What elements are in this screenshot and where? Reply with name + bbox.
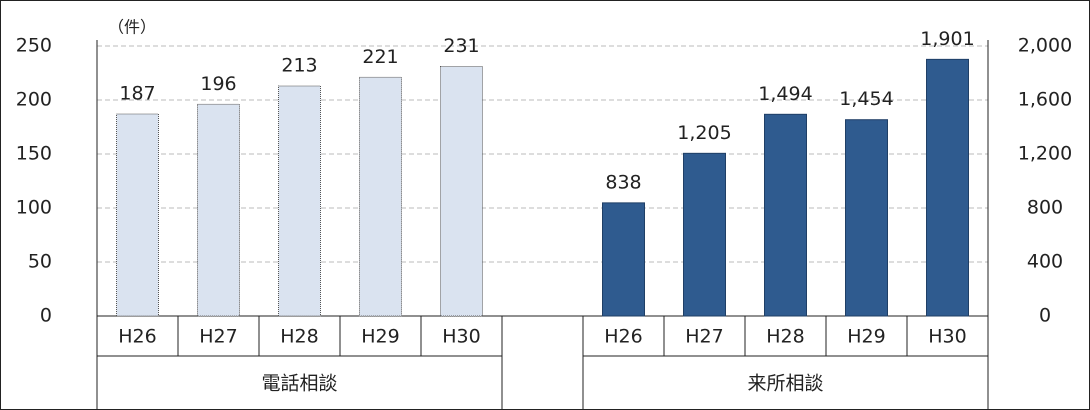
bar xyxy=(683,152,726,317)
x-tick-label: H29 xyxy=(847,326,885,348)
bar xyxy=(602,202,645,317)
y-tick-label: 150 xyxy=(16,143,52,165)
bar xyxy=(845,119,888,317)
data-label: 1,205 xyxy=(677,122,731,144)
bar xyxy=(926,58,969,317)
data-label: 196 xyxy=(200,73,236,95)
x-tick-label: H27 xyxy=(199,326,237,348)
x-tick-label: H27 xyxy=(685,326,723,348)
x-tick-label: H26 xyxy=(118,326,156,348)
data-label: 1,454 xyxy=(839,88,893,110)
x-tick-label: H26 xyxy=(604,326,642,348)
y2-tick-label: 0 xyxy=(1039,305,1051,327)
y-tick-label: 100 xyxy=(16,197,52,219)
x-tick-label: H30 xyxy=(442,326,480,348)
y-unit-label: （件） xyxy=(108,18,156,37)
x-tick-label: H28 xyxy=(280,326,318,348)
bar xyxy=(197,103,240,317)
bar xyxy=(359,76,402,317)
y2-tick-label: 1,200 xyxy=(1018,143,1072,165)
data-label: 1,494 xyxy=(758,83,812,105)
bar xyxy=(440,66,483,317)
data-label: 187 xyxy=(119,83,155,105)
data-label: 231 xyxy=(443,35,479,57)
group-label: 電話相談 xyxy=(261,373,337,395)
x-tick-label: H30 xyxy=(928,326,966,348)
data-label: 221 xyxy=(362,46,398,68)
y2-tick-label: 2,000 xyxy=(1018,35,1072,57)
group-label: 来所相談 xyxy=(747,373,823,395)
y-tick-label: 250 xyxy=(16,35,52,57)
y2-tick-label: 800 xyxy=(1027,197,1063,219)
y2-tick-label: 400 xyxy=(1027,251,1063,273)
x-tick-label: H28 xyxy=(766,326,804,348)
bar xyxy=(278,85,321,317)
y-tick-label: 200 xyxy=(16,89,52,111)
bar xyxy=(116,113,159,317)
y-tick-label: 0 xyxy=(40,305,52,327)
data-label: 1,901 xyxy=(920,28,974,50)
y2-tick-label: 1,600 xyxy=(1018,89,1072,111)
x-tick-label: H29 xyxy=(361,326,399,348)
data-label: 838 xyxy=(605,171,641,193)
y-tick-label: 50 xyxy=(28,251,52,273)
data-label: 213 xyxy=(281,54,317,76)
bar xyxy=(764,113,807,317)
